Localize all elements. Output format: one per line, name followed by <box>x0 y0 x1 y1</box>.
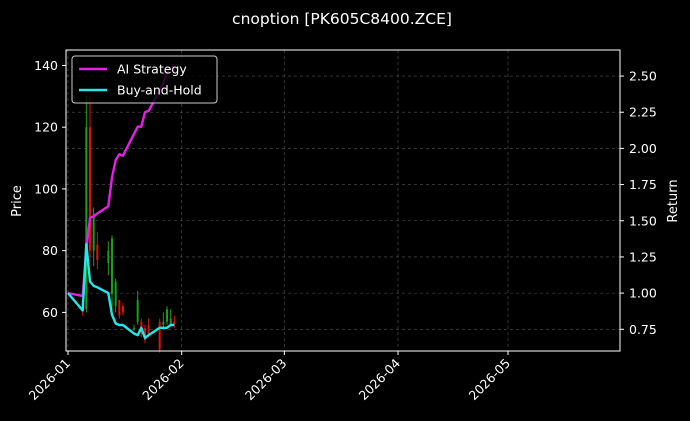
candle <box>166 306 168 325</box>
candle <box>96 232 99 270</box>
candle-body <box>111 238 113 294</box>
candle <box>122 303 124 316</box>
y-right-tick-label: 1.75 <box>629 177 657 192</box>
candle <box>169 309 172 325</box>
candle-body <box>158 321 161 350</box>
candle <box>173 315 176 328</box>
y-right-tick-label: 1.00 <box>629 286 657 301</box>
candle-body <box>133 327 135 329</box>
x-tick-label: 2026-01 <box>26 356 74 404</box>
x-tick-label: 2026-04 <box>356 355 404 403</box>
candle-body <box>173 321 176 325</box>
y-right-tick-label: 1.25 <box>629 249 657 264</box>
y-axis-label: Price <box>10 185 25 217</box>
candle <box>114 278 117 313</box>
candle-body <box>136 300 139 322</box>
x-axis-ticks: 2026-01 2026-02 2026-03 2026-04 2026-05 <box>26 351 514 404</box>
candle-body <box>122 306 124 313</box>
y-right-tick-label: 2.25 <box>629 105 657 120</box>
y-right-tick-label: 0.75 <box>629 322 657 337</box>
candle-body <box>89 127 91 251</box>
legend-box <box>71 55 218 104</box>
candle-body <box>144 327 146 341</box>
candle-body <box>147 324 150 335</box>
y-tick-label: 120 <box>34 120 58 135</box>
candle-body <box>92 213 95 251</box>
chart-title: cnoption [PK605C8400.ZCE] <box>232 10 452 28</box>
x-tick-label: 2026-05 <box>466 356 514 404</box>
plot-frame <box>65 49 621 352</box>
candle <box>136 290 139 325</box>
y-right-tick-label: 2.50 <box>629 69 657 84</box>
y-right-tick-label: 2.00 <box>629 141 657 156</box>
candle <box>85 96 88 313</box>
x-tick-label: 2026-02 <box>139 356 187 404</box>
candle <box>111 235 113 313</box>
y-axis-ticks: 60 80 100 120 140 <box>34 58 66 320</box>
legend: AI Strategy Buy-and-Hold <box>71 55 218 104</box>
x-tick-label: 2026-03 <box>242 356 290 404</box>
candle-body <box>107 250 110 264</box>
candle <box>107 241 110 276</box>
y-tick-label: 80 <box>42 243 58 258</box>
legend-label-ai-strategy: AI Strategy <box>117 62 187 77</box>
candle-body <box>166 309 168 322</box>
y-axis-right-ticks: 0.75 1.00 1.25 1.50 1.75 2.00 2.25 2.50 <box>620 69 657 337</box>
candle-body <box>114 281 117 307</box>
candle <box>158 318 161 353</box>
y-right-tick-label: 1.50 <box>629 213 657 228</box>
candle <box>133 324 135 331</box>
candle-body <box>162 321 165 325</box>
candle-body <box>169 318 172 325</box>
y-axis-right-label: Return <box>666 179 681 222</box>
candle <box>118 300 121 319</box>
series-buy-and-hold <box>67 242 175 340</box>
y-tick-label: 100 <box>34 181 58 196</box>
candle-body <box>96 244 99 260</box>
legend-label-buy-and-hold: Buy-and-Hold <box>117 83 202 98</box>
candle-body <box>85 127 88 310</box>
candle-body <box>118 300 121 316</box>
y-tick-label: 60 <box>42 305 58 320</box>
y-tick-label: 140 <box>34 58 58 73</box>
candle <box>89 96 91 257</box>
candle <box>144 324 146 344</box>
candle <box>162 312 165 328</box>
